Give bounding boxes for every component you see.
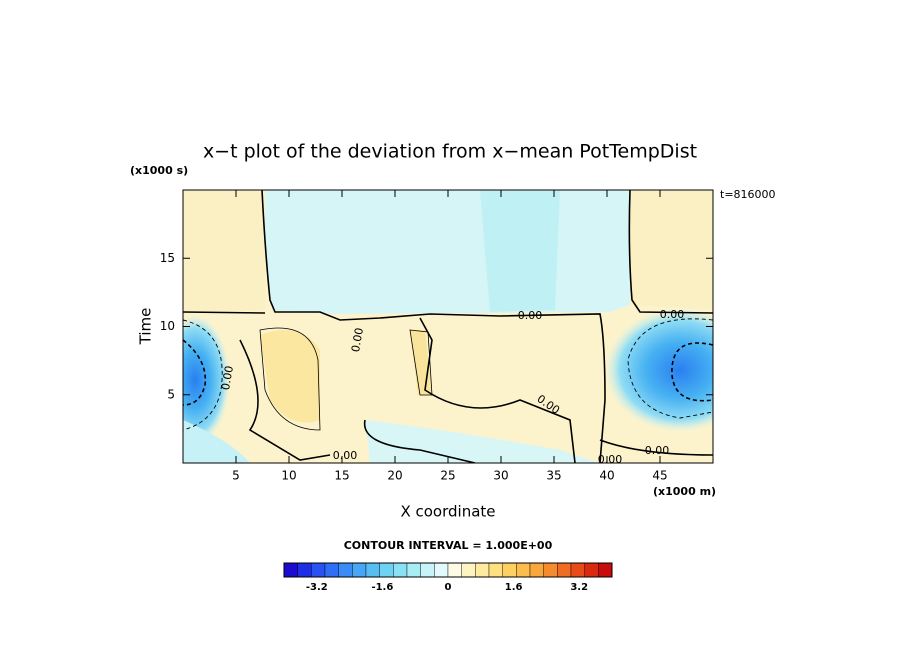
colorbar-tick-label: 0 (445, 582, 452, 593)
x-label: X coordinate (400, 503, 495, 521)
colorbar-cell (488, 562, 503, 578)
colorbar-cell (529, 562, 544, 578)
colorbar-cell (475, 562, 490, 578)
colorbar-cell (598, 562, 613, 578)
y-tick-label: 5 (167, 387, 175, 401)
contour-label: 0.00 (219, 365, 236, 391)
y-tick-label: 15 (160, 251, 175, 265)
colorbar-cell (406, 562, 421, 578)
colorbar-cell (434, 562, 449, 578)
y-unit: (x1000 s) (130, 164, 188, 177)
colorbar-frame (283, 562, 613, 578)
x-unit: (x1000 m) (653, 485, 716, 498)
x-tick-label: 15 (334, 469, 349, 483)
colorbar-cell (338, 562, 353, 578)
colorbar-tick-label: 3.2 (570, 582, 588, 593)
colorbar-cell (283, 562, 298, 578)
y-tick-label: 10 (160, 319, 175, 333)
x-tick-label: 5 (232, 469, 240, 483)
x-tick-label: 40 (599, 469, 614, 483)
colorbar-cell (379, 562, 394, 578)
field (183, 190, 713, 463)
time-note: t=816000 (720, 188, 776, 201)
colorbar-cell (420, 562, 435, 578)
colorbar-cell (447, 562, 462, 578)
colorbar-cell (297, 562, 312, 578)
colorbar-tick-label: -1.6 (371, 582, 393, 593)
colorbar-cell (324, 562, 339, 578)
contour-label: 0.00 (660, 308, 685, 321)
contour-interval: CONTOUR INTERVAL = 1.000E+00 (344, 539, 553, 552)
x-tick-label: 45 (652, 469, 667, 483)
colorbar-tick-label: -3.2 (306, 582, 328, 593)
colorbar-cell (516, 562, 531, 578)
contour-label: 0.00 (349, 327, 366, 353)
x-tick-label: 25 (440, 469, 455, 483)
colorbar-cell (570, 562, 585, 578)
colorbar-cell (393, 562, 408, 578)
colorbar-cell (543, 562, 558, 578)
x-tick-label: 35 (546, 469, 561, 483)
contour-label: 0.00 (645, 444, 670, 457)
contour-label: 0.00 (333, 449, 358, 462)
contour-label: 0.00 (598, 453, 623, 466)
colorbar-cell (557, 562, 572, 578)
colorbar-cell (461, 562, 476, 578)
colorbar-cell (502, 562, 517, 578)
x-tick-label: 10 (281, 469, 296, 483)
colorbar-tick-label: 1.6 (505, 582, 523, 593)
x-tick-label: 30 (493, 469, 508, 483)
colorbar-cell (365, 562, 380, 578)
colorbar-cell (584, 562, 599, 578)
chart-title: x−t plot of the deviation from x−mean Po… (203, 141, 697, 163)
contour-label: 0.00 (518, 309, 543, 322)
x-tick-label: 20 (387, 469, 402, 483)
y-label: Time (137, 308, 155, 346)
colorbar-cell (352, 562, 367, 578)
colorbar-cell (311, 562, 326, 578)
